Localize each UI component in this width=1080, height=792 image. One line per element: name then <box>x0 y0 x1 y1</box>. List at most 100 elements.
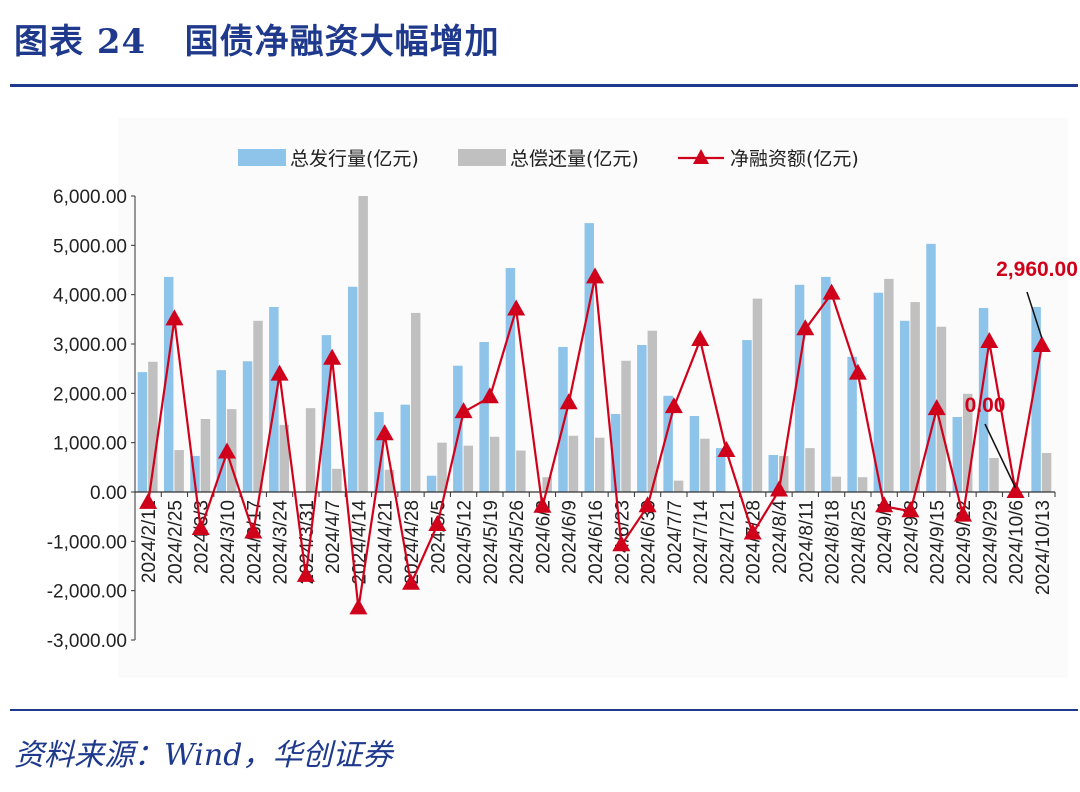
repay-bar <box>910 302 920 492</box>
net-financing-marker <box>1006 482 1025 498</box>
x-tick-label: 2024/10/6 <box>1007 500 1028 585</box>
x-tick-label: 2024/3/3 <box>192 500 213 574</box>
x-tick-label: 2024/4/7 <box>323 500 344 574</box>
legend-swatch <box>458 149 506 166</box>
net-financing-marker <box>770 480 788 497</box>
issue-bar <box>847 356 857 492</box>
x-tick-label: 2024/5/26 <box>507 500 528 585</box>
figure-title: 图表 24 国债净融资大幅增加 <box>14 22 500 62</box>
x-tick-label: 2024/3/10 <box>218 500 239 585</box>
net-financing-marker <box>796 319 815 336</box>
issue-bar <box>400 404 410 492</box>
net-financing-marker <box>980 332 999 349</box>
net-financing-marker <box>954 505 972 522</box>
x-tick-label: 2024/5/12 <box>455 500 476 585</box>
issue-bar <box>1031 307 1041 492</box>
x-tick-label: 2024/9/15 <box>928 500 949 585</box>
x-tick-label: 2024/8/18 <box>823 500 844 585</box>
issue-bar <box>821 276 831 492</box>
repay-bar <box>174 450 184 492</box>
net-financing-marker <box>428 515 447 532</box>
repay-bar <box>857 477 868 492</box>
net-financing-marker <box>743 523 762 540</box>
repay-bar <box>358 196 368 492</box>
repay-bar <box>805 448 815 492</box>
x-tick-label: 2024/2/25 <box>165 500 186 585</box>
x-tick-label: 2024/5/19 <box>481 500 502 585</box>
issue-bar <box>190 455 200 492</box>
net-financing-marker <box>559 393 578 410</box>
x-tick-label: 2024/8/11 <box>796 500 817 583</box>
annotation-leader <box>984 423 1017 489</box>
net-financing-marker <box>848 363 867 380</box>
y-tick-label: 0.00 <box>90 483 127 504</box>
repay-bar <box>437 442 447 492</box>
issue-bar <box>610 414 621 492</box>
net-financing-marker <box>612 535 631 552</box>
net-financing-marker <box>480 387 499 404</box>
net-financing-marker <box>296 565 315 582</box>
issue-bar <box>978 307 989 492</box>
annotation-leader <box>1026 291 1043 339</box>
issue-bar <box>663 395 673 492</box>
y-tick-label: -1,000.00 <box>47 532 127 553</box>
net-financing-marker <box>1032 335 1051 352</box>
net-financing-marker <box>586 267 604 284</box>
footer-divider <box>10 709 1078 711</box>
issue-bar <box>137 372 148 492</box>
issue-bar <box>505 268 516 492</box>
issue-bar <box>558 346 568 492</box>
issue-bar <box>873 292 884 492</box>
net-financing-marker <box>218 442 236 459</box>
issue-bar <box>374 412 384 492</box>
x-tick-label: 2024/6/2 <box>533 500 554 574</box>
repay-bar <box>1041 453 1052 492</box>
net-financing-marker <box>244 522 263 539</box>
issue-bar <box>637 344 647 492</box>
repay-bar <box>411 312 421 492</box>
issue-bar <box>768 455 778 492</box>
title-divider <box>10 84 1078 87</box>
x-tick-label: 2024/6/30 <box>639 500 660 585</box>
issue-bar <box>689 416 700 492</box>
repay-bar <box>516 450 526 492</box>
repay-bar <box>595 437 605 492</box>
repay-bar <box>752 298 763 492</box>
repay-bar <box>963 393 973 492</box>
x-tick-label: 2024/9/1 <box>875 500 896 574</box>
legend-swatch <box>238 149 286 166</box>
repay-bar <box>489 436 500 492</box>
net-financing-marker <box>717 441 736 458</box>
issue-bar <box>742 340 752 492</box>
issue-bar <box>715 448 726 492</box>
net-financing-marker <box>927 399 946 416</box>
x-tick-label: 2024/9/29 <box>980 500 1001 585</box>
net-financing-marker <box>664 397 683 414</box>
x-tick-label: 2024/6/16 <box>586 500 607 585</box>
legend-label: 净融资额(亿元) <box>730 148 859 170</box>
issue-bar <box>242 361 253 492</box>
issue-bar <box>584 223 594 492</box>
repay-bar <box>384 469 395 492</box>
x-tick-label: 2024/10/13 <box>1033 500 1054 595</box>
repay-bar <box>989 457 999 492</box>
issue-bar <box>426 475 437 492</box>
repay-bar <box>253 320 263 492</box>
annotation-label: 0.00 <box>965 394 1006 417</box>
issue-bar <box>794 284 805 492</box>
repay-bar <box>200 418 211 492</box>
x-tick-label: 2024/7/7 <box>665 500 686 574</box>
chart: 6,000.00 5,000.00 4,000.00 3,000.00 2,000.00… <box>46 148 1078 652</box>
repay-bar <box>568 435 579 492</box>
source-note: 资料来源：Wind，华创证券 <box>14 738 393 773</box>
x-tick-label: 2024/7/14 <box>691 500 712 585</box>
net-financing-marker <box>691 330 710 347</box>
legend-label: 总发行量(亿元) <box>290 148 419 170</box>
legend-marker <box>693 149 709 164</box>
net-financing-marker <box>454 402 473 419</box>
repay-bar <box>831 476 842 492</box>
y-tick-label: 3,000.00 <box>53 335 127 356</box>
x-tick-label: 2024/2/11 <box>139 500 160 583</box>
repay-bar <box>148 361 158 492</box>
net-financing-marker <box>533 496 552 513</box>
